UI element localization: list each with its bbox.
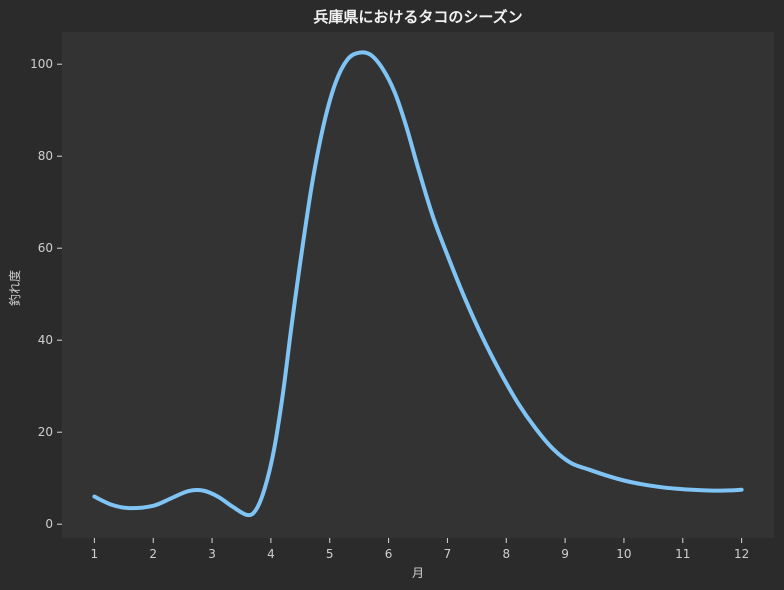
x-tick-label: 6 (385, 547, 393, 561)
chart-title: 兵庫県におけるタコのシーズン (313, 8, 522, 26)
series-layer (92, 50, 744, 518)
x-tick-label: 8 (502, 547, 510, 561)
x-tick-label: 2 (149, 547, 157, 561)
x-tick-label: 3 (208, 547, 216, 561)
y-tick-label: 20 (38, 425, 53, 439)
y-tick-label: 40 (38, 333, 53, 347)
x-tick-label: 12 (734, 547, 749, 561)
plot-area (62, 32, 774, 538)
series-line-0 (92, 50, 744, 518)
x-tick-label: 11 (675, 547, 690, 561)
x-tick-label: 5 (326, 547, 334, 561)
y-tick-label: 80 (38, 149, 53, 163)
y-axis-label: 釣れ度 (7, 270, 22, 306)
x-tick-label: 9 (561, 547, 569, 561)
x-axis-label: 月 (412, 566, 424, 580)
x-tick-label: 7 (444, 547, 452, 561)
y-tick-label: 0 (45, 517, 53, 531)
x-tick-label: 4 (267, 547, 275, 561)
y-tick-label: 60 (38, 241, 53, 255)
x-tick-label: 1 (91, 547, 99, 561)
y-tick-label: 100 (30, 57, 53, 71)
x-tick-label: 10 (616, 547, 631, 561)
